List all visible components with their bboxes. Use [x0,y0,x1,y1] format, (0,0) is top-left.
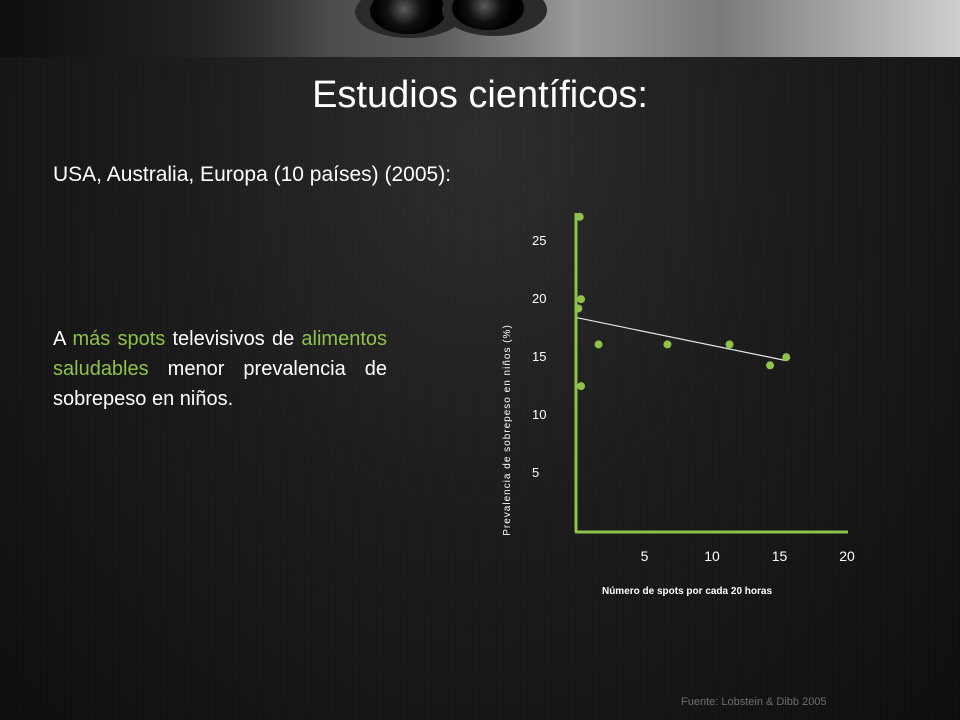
body-paragraph: A más spots televisivos de alimentos sal… [53,324,387,414]
data-point-9 [577,382,586,391]
y-tick-label: 25 [532,233,546,248]
data-point-3 [574,304,583,313]
x-tick-label: 20 [839,548,855,564]
photo-hair-shadow [0,0,330,57]
data-point-6 [725,340,734,349]
body-word-a: A [53,328,66,350]
slide-subtitle: USA, Australia, Europa (10 países) (2005… [53,163,452,186]
y-axis-title: Prevalencia de sobrepeso en niños (%) [502,324,513,536]
data-point-2 [577,295,586,304]
data-point-5 [663,340,672,349]
x-tick-label: 5 [641,548,649,564]
data-point-8 [782,353,791,362]
x-tick-label: 15 [772,548,788,564]
header-photo [0,0,960,57]
data-point-4 [594,340,603,349]
data-point-7 [766,361,775,370]
body-highlight-alimentos: alimentos saludables [53,328,388,380]
y-tick-label: 20 [532,291,546,306]
trend-line [576,317,787,362]
y-tick-label: 15 [532,349,546,364]
slide-title: Estudios científicos: [312,74,648,116]
x-tick-label: 10 [704,548,720,564]
data-point-1 [575,212,584,221]
body-highlight-mas-spots: más spots [72,328,166,350]
source-citation: Fuente: Lobstein & Dibb 2005 [681,696,827,708]
body-text-rest: menor prevalencia de sobrepeso en niños. [53,358,387,410]
y-tick-label: 10 [532,407,546,422]
x-axis-title: Número de spots por cada 20 horas [602,586,772,597]
y-tick-label: 5 [532,465,539,480]
body-text-televisivos: televisivos de [172,328,295,350]
